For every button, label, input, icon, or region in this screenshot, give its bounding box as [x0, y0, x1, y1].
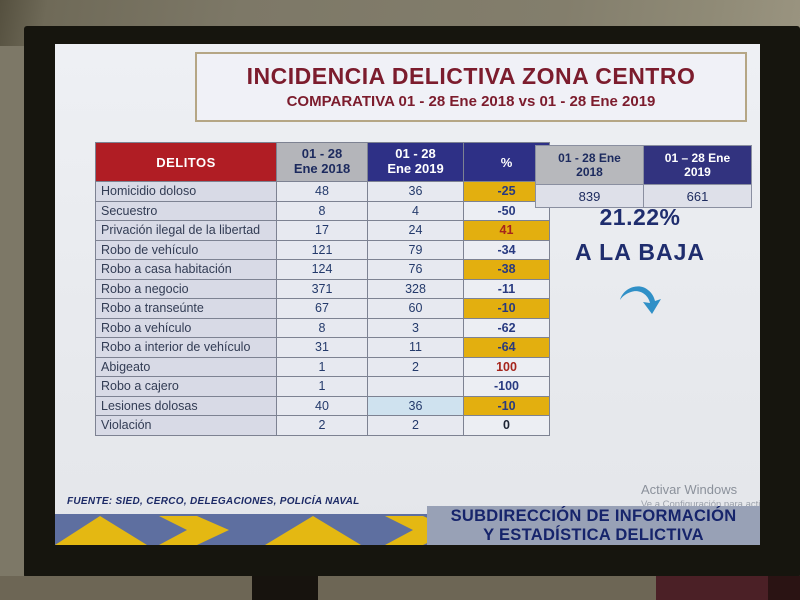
value-2019-cell: 4: [367, 200, 464, 221]
column-header-2018: 01 - 28 Ene 2018: [276, 142, 368, 182]
table-row: Robo a vehículo 8 3 -62: [95, 317, 550, 338]
value-2019-cell: 328: [367, 278, 464, 299]
table-row: Privación ilegal de la libertad 17 24 41: [95, 220, 550, 241]
value-2019-cell: [367, 376, 464, 397]
value-2018-cell: 67: [276, 298, 368, 319]
table-row: Secuestro 8 4 -50: [95, 200, 550, 221]
change-summary: 21.22% A LA BAJA: [535, 204, 745, 323]
table-row: Robo a cajero 1 -100: [95, 376, 550, 397]
percent-change-cell: 0: [463, 415, 550, 436]
organization-banner: SUBDIRECCIÓN DE INFORMACIÓN Y ESTADÍSTIC…: [427, 506, 760, 545]
furniture-block: [656, 576, 768, 600]
value-2019-cell: 79: [367, 239, 464, 260]
crime-name-cell: Secuestro: [95, 200, 277, 221]
crime-name-cell: Robo a negocio: [95, 278, 277, 299]
summary-header-2019: 01 – 28 Ene 2019: [643, 145, 752, 185]
value-2018-cell: 8: [276, 317, 368, 338]
watermark-line1: Activar Windows: [641, 482, 738, 497]
value-2018-cell: 1: [276, 376, 368, 397]
summary-header-row: 01 - 28 Ene 2018 01 – 28 Ene 2019: [535, 145, 752, 185]
organization-line2: Y ESTADÍSTICA DELICTIVA: [483, 525, 704, 544]
totals-summary-table: 01 - 28 Ene 2018 01 – 28 Ene 2019 839 66…: [535, 145, 752, 208]
table-row: Robo a transeúnte 67 60 -10: [95, 298, 550, 319]
value-2019-cell: 3: [367, 317, 464, 338]
change-direction-label: A LA BAJA: [575, 239, 705, 265]
percent-change-cell: -38: [463, 259, 550, 280]
percent-change-cell: 100: [463, 356, 550, 377]
crime-statistics-table: DELITOS 01 - 28 Ene 2018 01 - 28 Ene 201…: [95, 142, 550, 436]
total-2018: 839: [535, 184, 644, 208]
column-header-delitos: DELITOS: [95, 142, 277, 182]
crime-name-cell: Robo a cajero: [95, 376, 277, 397]
value-2018-cell: 124: [276, 259, 368, 280]
crime-name-cell: Robo a casa habitación: [95, 259, 277, 280]
value-2018-cell: 17: [276, 220, 368, 241]
table-header-row: DELITOS 01 - 28 Ene 2018 01 - 28 Ene 201…: [95, 142, 550, 182]
wall-shadow-strip: [252, 576, 318, 600]
value-2019-cell: 11: [367, 337, 464, 358]
value-2018-cell: 371: [276, 278, 368, 299]
crime-name-cell: Robo a vehículo: [95, 317, 277, 338]
wall-background-bottom: [0, 576, 800, 600]
percent-change-cell: -100: [463, 376, 550, 397]
table-row: Robo a casa habitación 124 76 -38: [95, 259, 550, 280]
value-2018-cell: 1: [276, 356, 368, 377]
crime-name-cell: Violación: [95, 415, 277, 436]
value-2018-cell: 121: [276, 239, 368, 260]
percent-change-cell: -11: [463, 278, 550, 299]
value-2019-cell: 76: [367, 259, 464, 280]
percent-change-cell: -50: [463, 200, 550, 221]
page-title: INCIDENCIA DELICTIVA ZONA CENTRO: [246, 63, 696, 90]
source-note: FUENTE: SIED, CERCO, DELEGACIONES, POLIC…: [67, 496, 360, 507]
crime-name-cell: Robo a interior de vehículo: [95, 337, 277, 358]
table-row: Abigeato 1 2 100: [95, 356, 550, 377]
crime-name-cell: Lesiones dolosas: [95, 395, 277, 416]
table-row: Homicidio doloso 48 36 -25: [95, 181, 550, 202]
percent-change-cell: -34: [463, 239, 550, 260]
table-row: Robo de vehículo 121 79 -34: [95, 239, 550, 260]
crime-name-cell: Privación ilegal de la libertad: [95, 220, 277, 241]
table-row: Lesiones dolosas 40 36 -10: [95, 395, 550, 416]
value-2019-cell: 2: [367, 415, 464, 436]
summary-header-2018: 01 - 28 Ene 2018: [535, 145, 644, 185]
downward-trend-arrow-icon: [535, 280, 745, 323]
change-percent: 21.22%: [599, 204, 681, 230]
value-2019-cell: 36: [367, 395, 464, 416]
corner-shadow: [768, 576, 800, 600]
organization-line1: SUBDIRECCIÓN DE INFORMACIÓN: [450, 507, 737, 526]
percent-change-cell: -10: [463, 298, 550, 319]
crime-name-cell: Homicidio doloso: [95, 181, 277, 202]
presentation-slide: INCIDENCIA DELICTIVA ZONA CENTRO COMPARA…: [55, 44, 760, 545]
column-header-2019: 01 - 28 Ene 2019: [367, 142, 464, 182]
value-2019-cell: 60: [367, 298, 464, 319]
crime-name-cell: Robo a transeúnte: [95, 298, 277, 319]
table-row: Robo a interior de vehículo 31 11 -64: [95, 337, 550, 358]
percent-change-cell: -64: [463, 337, 550, 358]
crime-name-cell: Robo de vehículo: [95, 239, 277, 260]
page-subtitle: COMPARATIVA 01 - 28 Ene 2018 vs 01 - 28 …: [286, 92, 656, 110]
crime-name-cell: Abigeato: [95, 356, 277, 377]
title-box: INCIDENCIA DELICTIVA ZONA CENTRO COMPARA…: [195, 52, 747, 122]
value-2019-cell: 24: [367, 220, 464, 241]
value-2019-cell: 36: [367, 181, 464, 202]
total-2019: 661: [643, 184, 752, 208]
percent-change-cell: -10: [463, 395, 550, 416]
value-2019-cell: 2: [367, 356, 464, 377]
value-2018-cell: 2: [276, 415, 368, 436]
value-2018-cell: 31: [276, 337, 368, 358]
percent-change-cell: -25: [463, 181, 550, 202]
value-2018-cell: 48: [276, 181, 368, 202]
table-row: Robo a negocio 371 328 -11: [95, 278, 550, 299]
summary-values-row: 839 661: [535, 184, 752, 208]
windows-activation-watermark: Activar Windows Ve a Configuración para …: [641, 482, 760, 510]
table-row: Violación 2 2 0: [95, 415, 550, 436]
value-2018-cell: 8: [276, 200, 368, 221]
value-2018-cell: 40: [276, 395, 368, 416]
watermark-line2: Ve a Configuración para activar W: [641, 499, 760, 510]
